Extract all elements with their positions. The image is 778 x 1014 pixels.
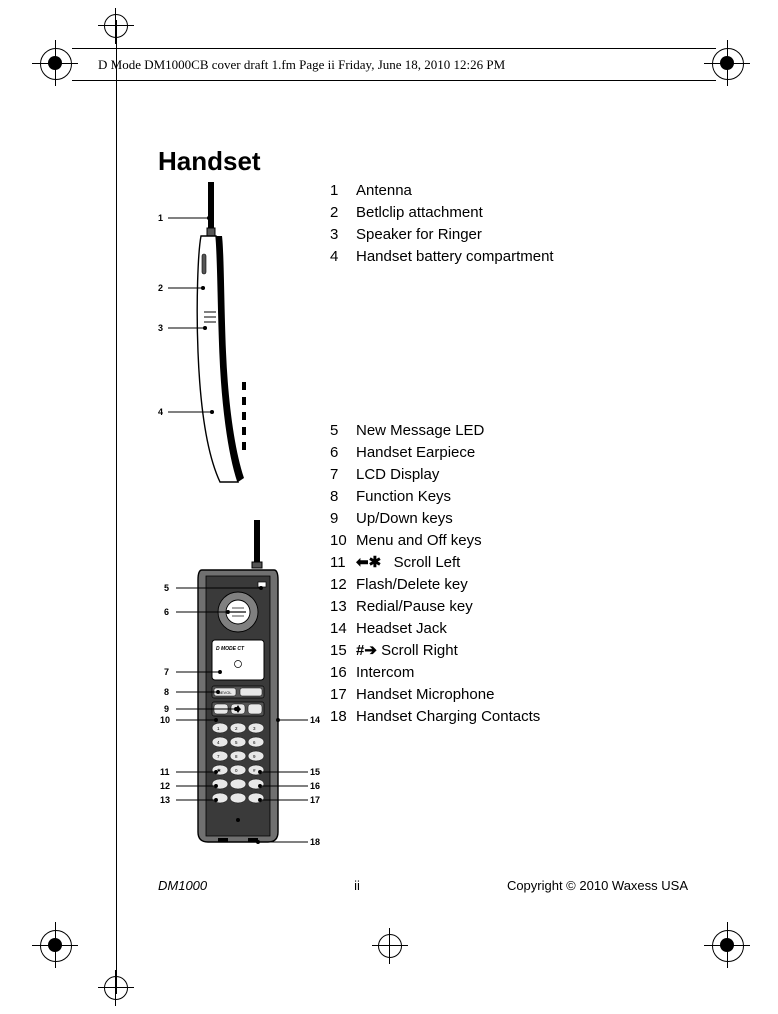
callout-14: 14 (310, 715, 320, 725)
legend-item: 4Handset battery compartment (330, 246, 554, 268)
legend-label: Scroll Left (394, 554, 461, 571)
legend-item: 14Headset Jack (330, 618, 540, 640)
callout-11: 11 (160, 767, 170, 777)
callout-17: 17 (310, 795, 320, 805)
callout-2: 2 (158, 283, 163, 293)
legend-item: 7LCD Display (330, 464, 540, 486)
legend-item: 9Up/Down keys (330, 508, 540, 530)
callout-7: 7 (164, 667, 169, 677)
legend-label: Redial/Pause key (356, 598, 473, 615)
legend-label: Betlclip attachment (356, 204, 483, 221)
legend-item: 2Betlclip attachment (330, 202, 554, 224)
callout-1: 1 (158, 213, 163, 223)
legend-item: 5New Message LED (330, 420, 540, 442)
svg-text:DEVOL: DEVOL (218, 690, 232, 695)
legend-label: Handset Earpiece (356, 444, 475, 461)
callout-16: 16 (310, 781, 320, 791)
page: D Mode DM1000CB cover draft 1.fm Page ii… (0, 0, 778, 1014)
crosshair-bottom-center (372, 928, 408, 964)
legend-label: Handset Microphone (356, 686, 494, 703)
legend-item: 3Speaker for Ringer (330, 224, 554, 246)
callout-9: 9 (164, 704, 169, 714)
footer: DM1000 ii Copyright © 2010 Waxess USA (158, 878, 688, 893)
callout-3: 3 (158, 323, 163, 333)
legend-item: 8Function Keys (330, 486, 540, 508)
vertical-rule (116, 20, 117, 994)
callout-5: 5 (164, 583, 169, 593)
footer-copyright: Copyright © 2010 Waxess USA (507, 878, 688, 893)
legend-item: 18Handset Charging Contacts (330, 706, 540, 728)
legend-item: 11⬅✱ Scroll Left (330, 552, 540, 574)
scroll-left-icon: ⬅✱ (356, 552, 381, 574)
scroll-right-icon: #➔ (356, 640, 377, 662)
legend-item: 10Menu and Off keys (330, 530, 540, 552)
callout-6: 6 (164, 607, 169, 617)
legend-label: Handset Charging Contacts (356, 708, 540, 725)
legend-group-1: 1Antenna 2Betlclip attachment 3Speaker f… (330, 180, 554, 268)
legend-item: 16Intercom (330, 662, 540, 684)
callout-18: 18 (310, 837, 320, 847)
legend-label: Speaker for Ringer (356, 226, 482, 243)
callout-13: 13 (160, 795, 170, 805)
legend-item: 15#➔ Scroll Right (330, 640, 540, 662)
legend-label: Menu and Off keys (356, 532, 482, 549)
callout-4: 4 (158, 407, 163, 417)
legend-label: Handset battery compartment (356, 248, 554, 265)
legend-label: Antenna (356, 182, 412, 199)
legend-label: LCD Display (356, 466, 439, 483)
legend-item: 1Antenna (330, 180, 554, 202)
legend-group-2: 5New Message LED 6Handset Earpiece 7LCD … (330, 420, 540, 728)
header-rule-bottom (72, 80, 716, 82)
display-text: D MODE CT (216, 646, 245, 652)
legend-label: Flash/Delete key (356, 576, 468, 593)
header-text: D Mode DM1000CB cover draft 1.fm Page ii… (98, 57, 505, 73)
legend-label: Up/Down keys (356, 510, 453, 527)
legend-label: Scroll Right (381, 642, 458, 659)
legend-label: Intercom (356, 664, 414, 681)
footer-page-number: ii (207, 878, 507, 893)
legend-label: Headset Jack (356, 620, 447, 637)
legend-item: 17Handset Microphone (330, 684, 540, 706)
header-rule-top (72, 48, 716, 50)
callout-8: 8 (164, 687, 169, 697)
legend-item: 12Flash/Delete key (330, 574, 540, 596)
handset-front-view: D MODE CT DEVOL (158, 520, 328, 860)
handset-side-view: 1 2 3 4 (158, 182, 308, 492)
legend-item: 6Handset Earpiece (330, 442, 540, 464)
legend-label: New Message LED (356, 422, 484, 439)
callout-15: 15 (310, 767, 320, 777)
page-title: Handset (158, 146, 261, 177)
callout-10: 10 (160, 715, 170, 725)
legend-item: 13Redial/Pause key (330, 596, 540, 618)
callout-12: 12 (160, 781, 170, 791)
legend-label: Function Keys (356, 488, 451, 505)
footer-model: DM1000 (158, 878, 207, 893)
